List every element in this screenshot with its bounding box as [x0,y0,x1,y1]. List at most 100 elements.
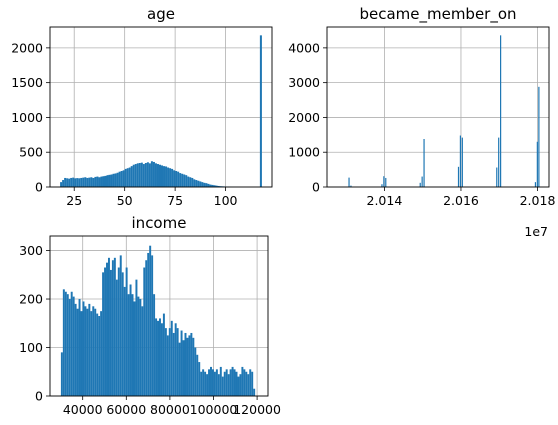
income-bar [243,369,246,396]
became-member-on-bar [498,137,500,187]
age-bar [112,173,115,187]
age-bar [64,177,67,187]
became-member-on-bar [536,141,538,187]
age-xtick-label: 75 [167,193,183,208]
age-bar [211,184,214,187]
age-bar [142,164,145,187]
age-bar [134,164,137,187]
age-bar [146,162,149,187]
income-bar [109,269,112,396]
income-bars [60,245,256,396]
income-bar [237,376,240,396]
income-bar [111,260,114,396]
income-bar [115,279,118,396]
became-member-on-axes-frame [326,26,550,188]
income-bar [66,294,69,396]
became-member-on-bar [534,182,537,187]
income-bar [206,374,209,396]
age-bar [70,177,73,187]
age-bar [92,177,95,187]
age-bar [80,177,83,187]
age-xtick-label: 50 [117,193,133,208]
income-xtick-label: 40000 [63,402,103,417]
became-member-on-xtick-label: 2.014 [367,193,403,208]
became-member-on-bar [381,184,383,187]
income-bar [141,306,144,396]
became-member-on-xtick-label: 2.018 [520,193,556,208]
income-bar [229,369,232,396]
income-bar [137,296,140,396]
income-bar [102,272,105,396]
income-bar [117,267,120,396]
income-bar [164,328,167,396]
income-bar [208,369,211,396]
income-bar [174,323,177,396]
income-bar [131,294,134,396]
age-bar [74,178,77,187]
became-member-on-grid [327,27,549,188]
became-member-on-histogram-panel: became_member_on 2.014 2.016 2.018 0 1000 200… [288,5,555,239]
became-member-on-chart-title: became_member_on [359,5,516,24]
age-bar [152,161,155,187]
age-ytick-label: 2000 [11,40,43,55]
became-member-on-bar [459,135,462,187]
income-bar [225,369,228,396]
income-bar [160,323,163,396]
age-bar [100,176,103,187]
age-bar [124,168,127,187]
age-bar [140,162,143,187]
became-member-on-bars [348,35,540,187]
income-bar [198,362,201,396]
income-bar [123,286,126,396]
income-bar [190,332,193,396]
income-bar [96,313,99,396]
age-ytick-label: 500 [19,145,43,160]
income-bar [192,337,195,396]
income-bar [251,371,254,396]
income-axes-frame [49,235,269,397]
age-bar [217,185,220,187]
income-bar [62,289,65,396]
income-bar [147,252,150,396]
income-bar [145,260,148,396]
became-member-on-ytick-label: 0 [312,180,320,195]
age-bar [130,166,133,187]
income-ytick-label: 200 [19,292,43,307]
age-bar [215,185,218,187]
age-bar [177,171,180,187]
income-bar [151,255,154,396]
age-ytick-label: 0 [35,180,43,195]
became-member-on-ytick-label: 4000 [288,40,320,55]
income-bar [217,374,220,396]
age-bar [86,177,89,187]
age-bar [207,183,210,187]
income-bar [135,279,138,396]
income-bar [119,255,122,396]
age-bar [154,163,157,187]
age-bar [148,163,151,187]
income-bar [129,284,132,396]
income-bar [172,332,175,396]
age-bar [114,173,117,187]
age-bar [209,184,212,187]
income-bar [202,369,205,396]
income-bar [176,328,179,396]
age-bar [128,167,131,187]
income-bar [100,311,103,396]
age-bar [171,168,174,187]
age-bar [187,176,190,187]
became-member-on-bar [348,177,350,187]
age-bar [175,171,178,187]
became-member-on-bar [419,182,421,187]
age-bar [98,177,101,187]
income-xtick-label: 120000 [233,402,281,417]
age-bar [88,177,91,187]
age-bar [205,183,208,187]
became-member-on-xtick-label: 2.016 [443,193,479,208]
income-bar [159,318,161,396]
income-bar [231,366,234,396]
income-bar [211,369,214,396]
